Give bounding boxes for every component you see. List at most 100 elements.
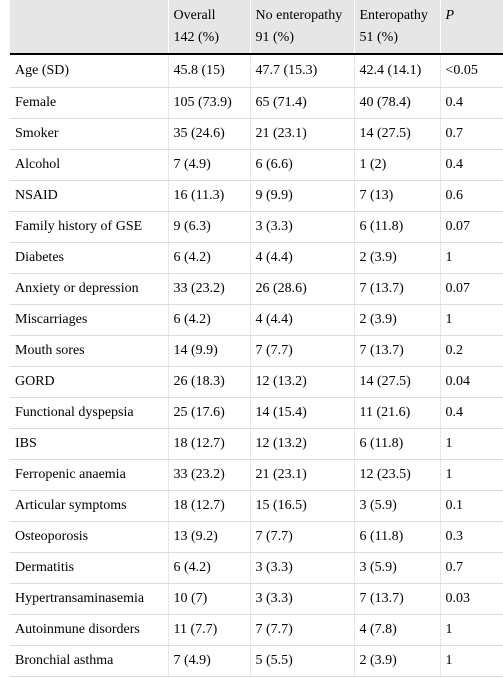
cell-overall: 6 (4.2) xyxy=(167,304,250,336)
row-label: Female xyxy=(10,87,168,119)
cell-no-enteropathy: 15 (16.5) xyxy=(249,490,354,522)
cell-enteropathy: 6 (11.8) xyxy=(353,428,440,460)
cell-enteropathy: 14 (27.5) xyxy=(353,118,440,150)
cell-overall: 25 (17.6) xyxy=(167,397,250,429)
table-row: GORD 26 (18.3) 12 (13.2) 14 (27.5) 0.04 xyxy=(10,366,503,398)
cell-enteropathy: 7 (13.7) xyxy=(353,583,440,615)
table-header: Overall No enteropathy Enteropathy P 142… xyxy=(10,0,503,55)
table-row: Diabetes 6 (4.2) 4 (4.4) 2 (3.9) 1 xyxy=(10,242,503,274)
data-table: Overall No enteropathy Enteropathy P 142… xyxy=(10,0,503,677)
cell-overall: 16 (11.3) xyxy=(167,180,250,212)
table-row: IBS 18 (12.7) 12 (13.2) 6 (11.8) 1 xyxy=(10,428,503,460)
cell-enteropathy: 12 (23.5) xyxy=(353,459,440,491)
header-no-enteropathy-count: 91 (%) xyxy=(249,27,354,55)
cell-no-enteropathy: 65 (71.4) xyxy=(249,87,354,119)
cell-no-enteropathy: 9 (9.9) xyxy=(249,180,354,212)
header-p: P xyxy=(439,0,503,27)
cell-enteropathy: 11 (21.6) xyxy=(353,397,440,429)
cell-overall: 14 (9.9) xyxy=(167,335,250,367)
cell-overall: 33 (23.2) xyxy=(167,459,250,491)
cell-enteropathy: 3 (5.9) xyxy=(353,552,440,584)
table-row: Autoinmune disorders 11 (7.7) 7 (7.7) 4 (7.… xyxy=(10,614,503,646)
table-row: Articular symptoms 18 (12.7) 15 (16.5) 3 (5… xyxy=(10,490,503,522)
cell-p-value: 0.2 xyxy=(439,335,503,367)
cell-overall: 33 (23.2) xyxy=(167,273,250,305)
cell-overall: 35 (24.6) xyxy=(167,118,250,150)
cell-overall: 7 (4.9) xyxy=(167,149,250,181)
cell-p-value: 0.07 xyxy=(439,211,503,243)
cell-p-value: 0.4 xyxy=(439,149,503,181)
cell-p-value: 1 xyxy=(439,645,503,677)
table-row: Miscarriages 6 (4.2) 4 (4.4) 2 (3.9) 1 xyxy=(10,304,503,336)
cell-p-value: <0.05 xyxy=(439,54,503,88)
table-row: Female 105 (73.9) 65 (71.4) 40 (78.4) 0.4 xyxy=(10,87,503,119)
cell-enteropathy: 42.4 (14.1) xyxy=(353,54,440,88)
cell-enteropathy: 7 (13.7) xyxy=(353,273,440,305)
cell-p-value: 0.7 xyxy=(439,118,503,150)
cell-p-value: 0.4 xyxy=(439,397,503,429)
header-row-1: Overall No enteropathy Enteropathy P xyxy=(10,0,503,27)
cell-enteropathy: 2 (3.9) xyxy=(353,304,440,336)
table-row: Mouth sores 14 (9.9) 7 (7.7) 7 (13.7) 0.2 xyxy=(10,335,503,367)
cell-p-value: 0.03 xyxy=(439,583,503,615)
table-body: Age (SD) 45.8 (15) 47.7 (15.3) 42.4 (14.1) <… xyxy=(10,54,503,677)
row-label: Autoinmune disorders xyxy=(10,614,168,646)
row-label: Bronchial asthma xyxy=(10,645,168,677)
table-row: Age (SD) 45.8 (15) 47.7 (15.3) 42.4 (14.1) <… xyxy=(10,54,503,88)
row-label: IBS xyxy=(10,428,168,460)
cell-overall: 6 (4.2) xyxy=(167,242,250,274)
header-row-2: 142 (%) 91 (%) 51 (%) xyxy=(10,27,503,55)
header-label-col xyxy=(10,0,168,27)
table-row: NSAID 16 (11.3) 9 (9.9) 7 (13) 0.6 xyxy=(10,180,503,212)
table-row: Ferropenic anaemia 33 (23.2) 21 (23.1) 12 (… xyxy=(10,459,503,491)
cell-no-enteropathy: 7 (7.7) xyxy=(249,521,354,553)
header-enteropathy-count: 51 (%) xyxy=(353,27,440,55)
cell-overall: 11 (7.7) xyxy=(167,614,250,646)
row-label: Diabetes xyxy=(10,242,168,274)
cell-no-enteropathy: 14 (15.4) xyxy=(249,397,354,429)
cell-no-enteropathy: 5 (5.5) xyxy=(249,645,354,677)
cell-enteropathy: 6 (11.8) xyxy=(353,521,440,553)
cell-p-value: 1 xyxy=(439,242,503,274)
cell-overall: 6 (4.2) xyxy=(167,552,250,584)
header-overall-count: 142 (%) xyxy=(167,27,250,55)
cell-p-value: 0.04 xyxy=(439,366,503,398)
cell-p-value: 1 xyxy=(439,428,503,460)
cell-enteropathy: 40 (78.4) xyxy=(353,87,440,119)
table-row: Alcohol 7 (4.9) 6 (6.6) 1 (2) 0.4 xyxy=(10,149,503,181)
cell-p-value: 0.4 xyxy=(439,87,503,119)
cell-overall: 105 (73.9) xyxy=(167,87,250,119)
table-row: Anxiety or depression 33 (23.2) 26 (28.6) 7… xyxy=(10,273,503,305)
cell-overall: 9 (6.3) xyxy=(167,211,250,243)
cell-overall: 7 (4.9) xyxy=(167,645,250,677)
cell-p-value: 1 xyxy=(439,614,503,646)
cell-no-enteropathy: 26 (28.6) xyxy=(249,273,354,305)
cell-overall: 13 (9.2) xyxy=(167,521,250,553)
row-label: Smoker xyxy=(10,118,168,150)
row-label: GORD xyxy=(10,366,168,398)
cell-no-enteropathy: 3 (3.3) xyxy=(249,583,354,615)
cell-enteropathy: 2 (3.9) xyxy=(353,242,440,274)
cell-overall: 18 (12.7) xyxy=(167,490,250,522)
cell-p-value: 0.1 xyxy=(439,490,503,522)
cell-enteropathy: 6 (11.8) xyxy=(353,211,440,243)
cell-no-enteropathy: 21 (23.1) xyxy=(249,118,354,150)
table-row: Osteoporosis 13 (9.2) 7 (7.7) 6 (11.8) 0.3 xyxy=(10,521,503,553)
cell-no-enteropathy: 12 (13.2) xyxy=(249,428,354,460)
row-label: Alcohol xyxy=(10,149,168,181)
cell-overall: 45.8 (15) xyxy=(167,54,250,88)
row-label: Ferropenic anaemia xyxy=(10,459,168,491)
row-label: Mouth sores xyxy=(10,335,168,367)
cell-no-enteropathy: 7 (7.7) xyxy=(249,614,354,646)
cell-no-enteropathy: 6 (6.6) xyxy=(249,149,354,181)
row-label: Miscarriages xyxy=(10,304,168,336)
row-label: Dermatitis xyxy=(10,552,168,584)
cell-overall: 10 (7) xyxy=(167,583,250,615)
table-row: Dermatitis 6 (4.2) 3 (3.3) 3 (5.9) 0.7 xyxy=(10,552,503,584)
cell-enteropathy: 1 (2) xyxy=(353,149,440,181)
cell-enteropathy: 14 (27.5) xyxy=(353,366,440,398)
row-label: Family history of GSE xyxy=(10,211,168,243)
table-row: Functional dyspepsia 25 (17.6) 14 (15.4) 11… xyxy=(10,397,503,429)
cell-no-enteropathy: 7 (7.7) xyxy=(249,335,354,367)
